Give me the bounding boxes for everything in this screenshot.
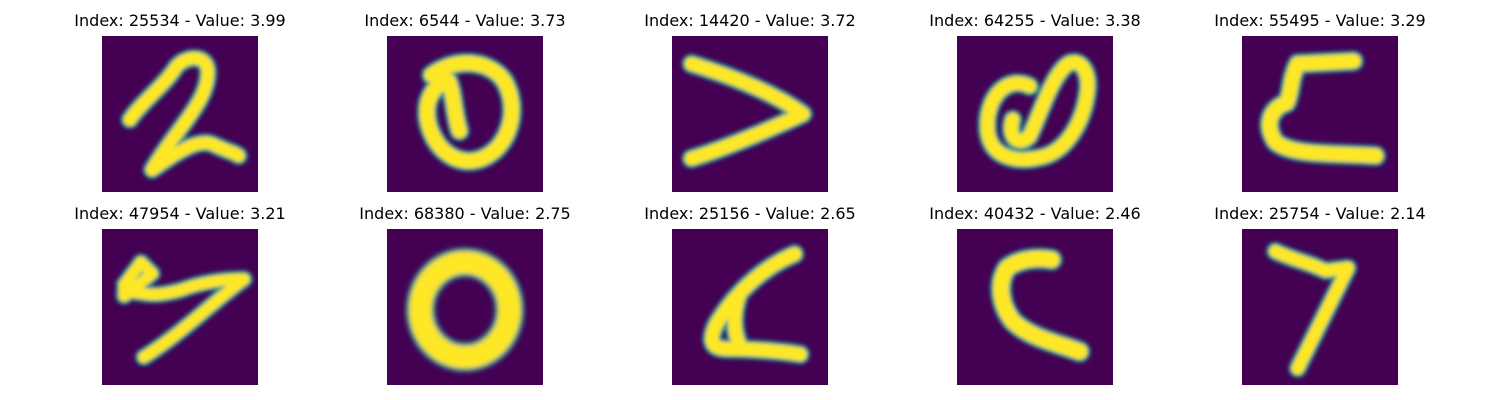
digit-image bbox=[1242, 36, 1398, 192]
grid-cell-5: Index: 55495 - Value: 3.29 bbox=[1190, 0, 1450, 192]
grid-cell-3: Index: 14420 - Value: 3.72 bbox=[620, 0, 880, 192]
digit-image bbox=[387, 36, 543, 192]
cell-title: Index: 55495 - Value: 3.29 bbox=[1214, 11, 1426, 30]
grid-cell-7: Index: 68380 - Value: 2.75 bbox=[335, 193, 595, 385]
grid-cell-2: Index: 6544 - Value: 3.73 bbox=[335, 0, 595, 192]
digit-image bbox=[957, 229, 1113, 385]
cell-title: Index: 40432 - Value: 2.46 bbox=[929, 204, 1141, 223]
cell-title: Index: 64255 - Value: 3.38 bbox=[929, 11, 1141, 30]
grid-cell-6: Index: 47954 - Value: 3.21 bbox=[50, 193, 310, 385]
cell-title: Index: 14420 - Value: 3.72 bbox=[644, 11, 856, 30]
digit-image bbox=[957, 36, 1113, 192]
cell-title: Index: 25534 - Value: 3.99 bbox=[74, 11, 286, 30]
cell-title: Index: 25754 - Value: 2.14 bbox=[1214, 204, 1426, 223]
digit-image bbox=[387, 229, 543, 385]
cell-title: Index: 25156 - Value: 2.65 bbox=[644, 204, 856, 223]
digit-image bbox=[102, 36, 258, 192]
grid-cell-8: Index: 25156 - Value: 2.65 bbox=[620, 193, 880, 385]
digit-image bbox=[672, 229, 828, 385]
cell-title: Index: 68380 - Value: 2.75 bbox=[359, 204, 571, 223]
grid-cell-9: Index: 40432 - Value: 2.46 bbox=[905, 193, 1165, 385]
grid-cell-10: Index: 25754 - Value: 2.14 bbox=[1190, 193, 1450, 385]
digit-image bbox=[1242, 229, 1398, 385]
digit-image bbox=[102, 229, 258, 385]
cell-title: Index: 47954 - Value: 3.21 bbox=[74, 204, 286, 223]
grid-cell-4: Index: 64255 - Value: 3.38 bbox=[905, 0, 1165, 192]
digit-image bbox=[672, 36, 828, 192]
cell-title: Index: 6544 - Value: 3.73 bbox=[364, 11, 566, 30]
grid-cell-1: Index: 25534 - Value: 3.99 bbox=[50, 0, 310, 192]
